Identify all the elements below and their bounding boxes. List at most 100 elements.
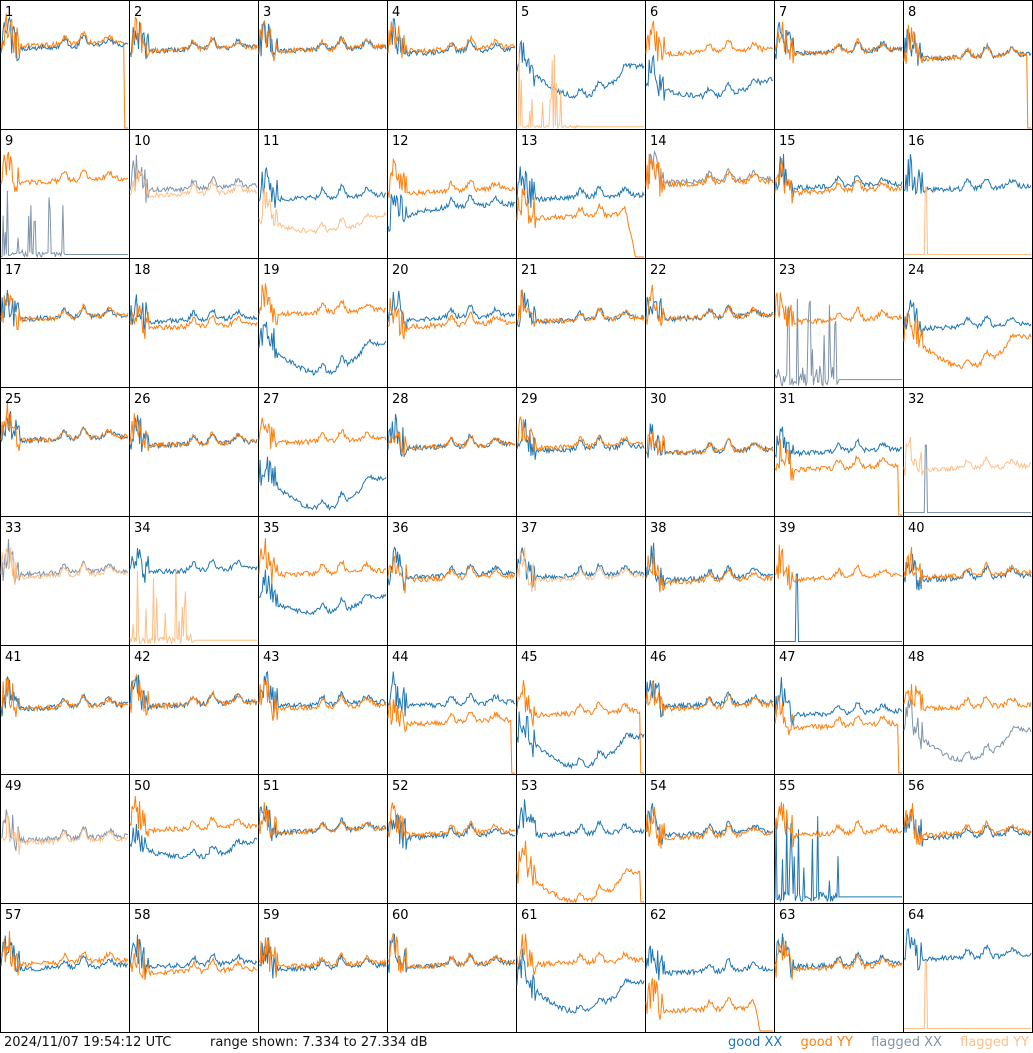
series-xx-line (129, 294, 258, 332)
panel-8: 8 (903, 0, 1033, 130)
panel-label: 7 (779, 5, 787, 20)
series-xx-line (129, 934, 258, 978)
panel-41: 41 (0, 645, 130, 775)
panel-label: 21 (521, 263, 538, 278)
panel-label: 63 (779, 908, 796, 923)
series-xx-line (774, 298, 902, 387)
series-yy-line (129, 16, 258, 58)
panel-frame (258, 0, 388, 130)
panel-35: 35 (258, 516, 388, 646)
panel-label: 32 (908, 392, 925, 407)
panel-64: 64 (903, 903, 1033, 1033)
series-yy-line (387, 21, 516, 59)
panel-59: 59 (258, 903, 388, 1033)
panel-frame (0, 645, 130, 775)
panel-label: 10 (134, 134, 151, 149)
series-yy-line (387, 157, 516, 198)
panel-label: 29 (521, 392, 538, 407)
series-yy-line (645, 431, 774, 456)
panel-23: 23 (774, 258, 904, 388)
series-yy-line (0, 811, 129, 855)
series-yy-line (129, 673, 258, 717)
panel-frame (129, 903, 259, 1033)
panel-45: 45 (516, 645, 646, 775)
panel-label: 5 (521, 5, 529, 20)
panel-label: 25 (5, 392, 22, 407)
series-xx-line (387, 671, 516, 717)
series-yy-line (645, 20, 774, 62)
panel-5: 5 (516, 0, 646, 130)
series-yy-line (774, 21, 903, 64)
panel-2: 2 (129, 0, 259, 130)
series-xx-line (516, 39, 645, 99)
panel-39: 39 (774, 516, 904, 646)
panel-frame (0, 129, 130, 259)
panel-label: 64 (908, 908, 925, 923)
series-yy-line (645, 806, 774, 849)
series-yy-line (645, 680, 774, 716)
series-yy-line (0, 677, 129, 718)
panel-55: 55 (774, 774, 904, 904)
series-yy-line (129, 413, 258, 452)
panel-frame (774, 129, 904, 259)
panel-label: 13 (521, 134, 538, 149)
panel-label: 8 (908, 5, 916, 20)
panel-1: 1 (0, 0, 130, 130)
panel-frame (258, 387, 388, 517)
series-xx-line (774, 816, 902, 903)
panel-label: 50 (134, 779, 151, 794)
series-xx-line (903, 299, 1032, 338)
panel-42: 42 (129, 645, 259, 775)
panel-label: 14 (650, 134, 667, 149)
panel-25: 25 (0, 387, 130, 517)
series-xx-line (516, 419, 645, 460)
panel-3: 3 (258, 0, 388, 130)
panel-46: 46 (645, 645, 775, 775)
panel-21: 21 (516, 258, 646, 388)
panel-frame (258, 774, 388, 904)
series-yy-line (258, 937, 387, 978)
series-yy-line (774, 292, 903, 327)
panel-frame (516, 258, 646, 388)
series-xx-line (645, 803, 774, 845)
panel-4: 4 (387, 0, 517, 130)
series-yy-line (129, 939, 257, 980)
panel-label: 16 (908, 134, 925, 149)
timestamp: 2024/11/07 19:54:12 UTC (4, 1035, 172, 1050)
panel-label: 53 (521, 779, 538, 794)
series-xx-line (903, 553, 1032, 591)
panel-label: 15 (779, 134, 796, 149)
panel-17: 17 (0, 258, 130, 388)
panel-29: 29 (516, 387, 646, 517)
series-xx-line (774, 153, 903, 198)
panel-label: 12 (392, 134, 409, 149)
panel-frame (0, 516, 130, 646)
legend-flagged-yy: flagged YY (960, 1035, 1029, 1050)
panel-label: 9 (5, 134, 13, 149)
series-yy-line (645, 153, 774, 197)
panel-label: 17 (5, 263, 22, 278)
series-yy-line (0, 402, 129, 452)
panel-7: 7 (774, 0, 904, 130)
panel-frame (0, 0, 130, 130)
panel-54: 54 (645, 774, 775, 904)
panel-label: 56 (908, 779, 925, 794)
series-xx-line (516, 799, 645, 840)
panel-label: 11 (263, 134, 280, 149)
series-yy-line (516, 289, 645, 327)
panel-frame (387, 516, 517, 646)
panel-18: 18 (129, 258, 259, 388)
panel-frame (387, 774, 517, 904)
panel-15: 15 (774, 129, 904, 259)
panel-label: 2 (134, 5, 142, 20)
panel-frame (645, 258, 775, 388)
series-xx-line (645, 945, 774, 981)
panel-36: 36 (387, 516, 517, 646)
series-yy-line (645, 550, 774, 593)
series-xx-line (387, 814, 516, 850)
panel-label: 49 (5, 779, 22, 794)
series-xx-line (0, 935, 129, 973)
series-yy-line (387, 932, 516, 973)
panel-frame (258, 645, 388, 775)
panel-44: 44 (387, 645, 517, 775)
